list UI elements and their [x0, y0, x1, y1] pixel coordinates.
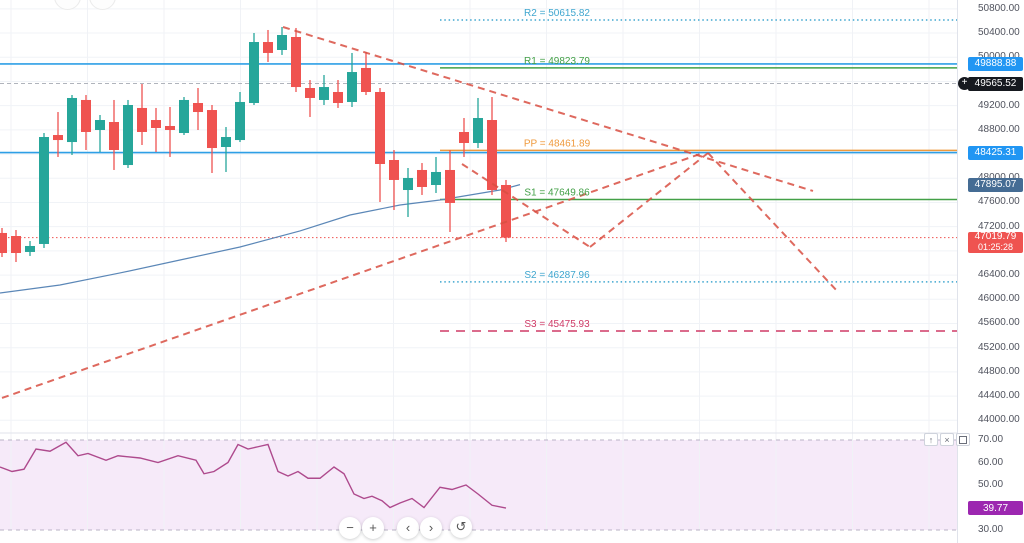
candle-body	[403, 177, 413, 191]
price-tick: 46400.00	[978, 269, 1020, 281]
reset-chart-button[interactable]: ↺	[450, 516, 472, 538]
rsi-pane-close-button[interactable]: ×	[940, 433, 954, 446]
price-tick: 50800.00	[978, 2, 1020, 14]
candle-body	[487, 120, 497, 191]
projection-down-1	[461, 163, 591, 248]
price-tick: 50.00	[978, 479, 1004, 490]
candle-body	[375, 91, 385, 164]
rsi-line	[0, 441, 507, 509]
candle-body	[249, 42, 259, 104]
price-tick: 44800.00	[978, 365, 1020, 377]
pivot-label-S3: S3 = 45475.93	[524, 319, 590, 330]
candle-body	[207, 110, 217, 149]
candle-body	[109, 122, 119, 151]
candle-body	[0, 232, 7, 254]
price-tick: 48800.00	[978, 123, 1020, 135]
candle-body	[123, 105, 133, 166]
pivot-label-S1: S1 = 47649.86	[524, 187, 590, 198]
price-tick: 44400.00	[978, 390, 1020, 402]
candle-body	[501, 184, 511, 238]
candle-body	[53, 135, 63, 141]
add-alert-plus-icon[interactable]: +	[958, 77, 971, 91]
close-icon: ×	[944, 435, 950, 445]
candle-body	[459, 131, 469, 143]
candle-body	[263, 42, 273, 53]
price-tick: 49200.00	[978, 99, 1020, 111]
candle-body	[39, 137, 49, 244]
rsi-pane-maximize-button[interactable]	[956, 433, 970, 446]
projection-down-2	[707, 152, 840, 294]
candle-body	[347, 72, 357, 102]
pivot-label-R1: R1 = 49823.79	[524, 56, 590, 67]
candle-body	[151, 120, 161, 128]
price-tick: 50400.00	[978, 27, 1020, 39]
price-tick: 47600.00	[978, 196, 1020, 208]
price-line-label-49888: 49888.88	[968, 56, 1023, 71]
pivot-label-R2: R2 = 50615.82	[524, 8, 590, 19]
candle-body	[11, 235, 21, 254]
rsi-band	[0, 440, 957, 530]
candle-body	[95, 120, 105, 130]
countdown: 01:25:28	[977, 242, 1014, 253]
projection-up	[589, 152, 709, 248]
arrow-up-icon: ↑	[928, 435, 934, 445]
descending-trendline	[282, 26, 814, 192]
price-tick: 70.00	[978, 434, 1004, 445]
price-tick: 50000.00	[978, 51, 1020, 62]
candle-body	[333, 91, 343, 104]
candle-body	[417, 169, 427, 187]
chart-canvas[interactable]: R2 = 50615.82 R1 = 49823.79 PP = 48461.89 S…	[0, 0, 957, 543]
zoom-out-button[interactable]: −	[339, 517, 361, 539]
candle-body	[389, 160, 399, 180]
candle-body	[221, 137, 231, 147]
candle-body	[193, 103, 203, 113]
price-tick: 45600.00	[978, 317, 1020, 329]
pivot-label-S2: S2 = 46287.96	[524, 270, 590, 281]
candle-body	[137, 107, 147, 132]
candle-body	[291, 36, 301, 88]
rsi-pane-move-up-button[interactable]: ↑	[924, 433, 938, 446]
pivot-label-PP: PP = 48461.89	[524, 138, 591, 149]
price-tick: 47200.00	[978, 220, 1020, 232]
candle-body	[165, 125, 175, 130]
price-tick: 60.00	[978, 456, 1004, 468]
scroll-right-button[interactable]: ›	[420, 517, 442, 539]
scroll-left-button[interactable]: ‹	[397, 517, 419, 539]
candle-body	[277, 34, 287, 51]
candle-body	[25, 245, 35, 252]
price-axis[interactable]: 50800.00 50400.00 50000.00 49200.00 48800.00…	[957, 0, 1024, 543]
price-tick: 45200.00	[978, 341, 1020, 353]
candle-body	[81, 99, 91, 132]
candle-body	[431, 171, 441, 185]
candle-body	[305, 87, 315, 98]
price-tick: 30.00	[978, 524, 1004, 535]
candle-body	[445, 169, 455, 203]
candle-body	[67, 97, 77, 143]
ma-line	[0, 184, 521, 294]
last-close-label: 49565.52	[968, 76, 1023, 91]
candle-body	[179, 99, 189, 134]
price-tick: 44000.00	[978, 414, 1020, 426]
ascending-trendline	[1, 152, 704, 399]
ma-value-label: 47895.07	[968, 177, 1023, 192]
price-line-label-48425: 48425.31	[968, 145, 1023, 160]
current-price-label: 47019.79 01:25:28	[968, 231, 1023, 253]
candle-body	[235, 101, 245, 141]
candle-body	[319, 87, 329, 100]
price-tick: 46000.00	[978, 293, 1020, 305]
candle-body	[361, 67, 371, 92]
maximize-icon	[959, 436, 967, 444]
zoom-in-button[interactable]: +	[362, 517, 384, 539]
rsi-value-label: 39.77	[968, 501, 1023, 516]
candle-body	[473, 118, 483, 143]
